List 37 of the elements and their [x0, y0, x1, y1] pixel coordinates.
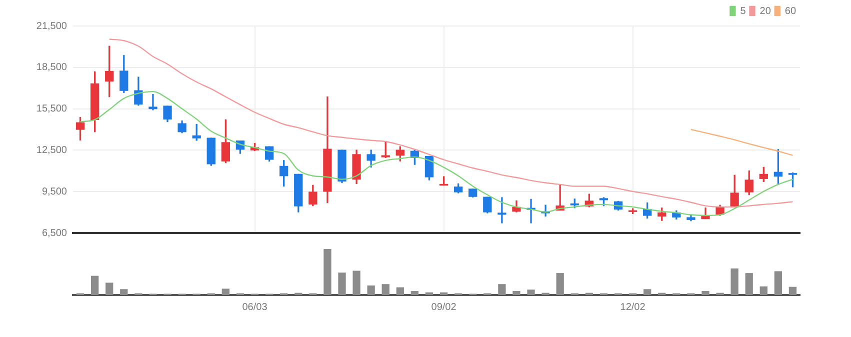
y-tick-label: 12,500 [36, 144, 68, 156]
legend-label: 60 [784, 6, 796, 17]
bar [745, 273, 753, 295]
bar [527, 290, 535, 295]
x-tick-label: 09/02 [431, 302, 457, 313]
bar [106, 282, 114, 295]
bar [120, 289, 128, 295]
y-tick-label: 6,500 [42, 228, 68, 239]
bar [760, 286, 768, 295]
bar [425, 292, 434, 295]
bar [774, 271, 782, 295]
bar [90, 276, 99, 295]
legend-label: 20 [760, 6, 772, 17]
bar [556, 273, 564, 295]
y-tick-label: 15,500 [36, 104, 68, 115]
y-tick-label: 18,500 [36, 62, 68, 74]
y-tick-label: 9,500 [42, 186, 68, 198]
bar [382, 284, 390, 295]
bar [410, 290, 419, 295]
x-tick-label: 12/02 [620, 302, 646, 313]
bar [396, 287, 404, 295]
legend-label: 5 [740, 6, 746, 17]
bar [788, 286, 797, 295]
bar [498, 284, 506, 295]
bar [367, 285, 375, 295]
bar [222, 288, 230, 295]
bar [324, 249, 332, 295]
bar [352, 270, 360, 295]
bar [440, 292, 448, 295]
x-tick-label: 06/03 [242, 302, 268, 313]
y-tick-label: 21,500 [36, 20, 68, 32]
bar [644, 289, 652, 295]
bar [338, 272, 346, 295]
bar [730, 268, 738, 295]
bar [512, 290, 520, 295]
line-series [690, 128, 794, 156]
bar [702, 290, 710, 295]
